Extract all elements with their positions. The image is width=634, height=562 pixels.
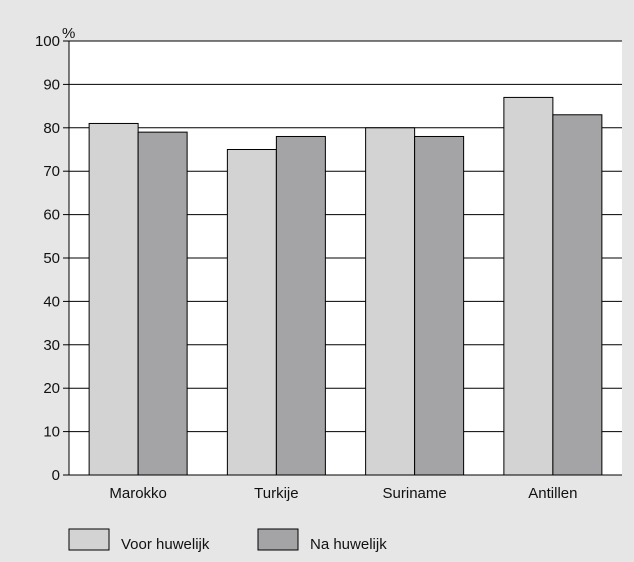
legend-label: Voor huwelijk	[121, 536, 210, 553]
y-tick-label: 70	[43, 163, 60, 180]
y-tick-label: 100	[35, 33, 60, 50]
legend-swatch	[257, 528, 299, 551]
y-tick-label: 20	[43, 380, 60, 397]
y-tick-label: 60	[43, 207, 60, 224]
x-tick-label: Marokko	[109, 485, 167, 502]
y-tick-label: 30	[43, 337, 60, 354]
bar	[275, 135, 326, 476]
y-tick-label: 50	[43, 250, 60, 267]
x-tick-label: Suriname	[383, 485, 447, 502]
legend-swatch	[68, 528, 110, 551]
legend-label: Na huwelijk	[310, 536, 387, 553]
bar	[365, 127, 416, 476]
y-tick-label: 40	[43, 293, 60, 310]
x-tick-label: Antillen	[528, 485, 577, 502]
y-tick-label: 80	[43, 120, 60, 137]
bar	[88, 122, 139, 476]
bar	[503, 96, 554, 476]
y-axis-unit-label: %	[62, 25, 75, 42]
y-tick-label: 0	[52, 467, 60, 484]
bar	[552, 114, 603, 476]
bar	[414, 135, 465, 476]
x-tick-label: Turkije	[254, 485, 298, 502]
bar	[137, 131, 188, 476]
y-tick-label: 90	[43, 76, 60, 93]
y-tick-label: 10	[43, 424, 60, 441]
bar	[226, 149, 277, 476]
